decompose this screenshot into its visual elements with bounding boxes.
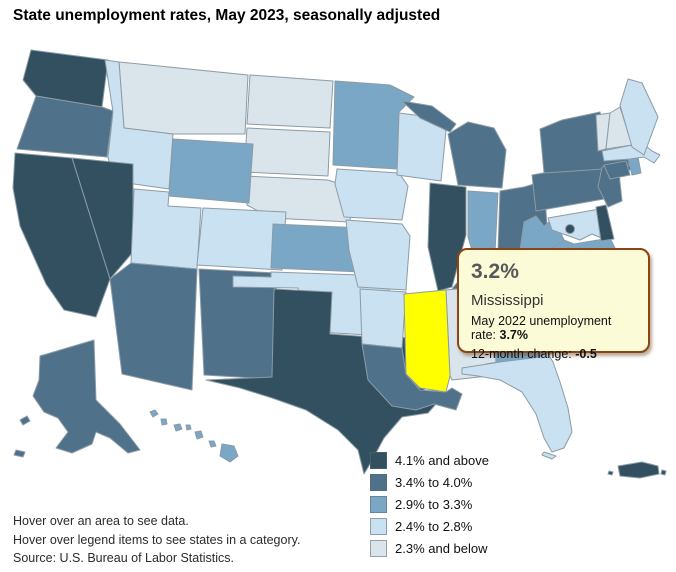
legend-item-1[interactable]: 3.4% to 4.0% [370, 471, 489, 493]
state-maine[interactable] [619, 78, 659, 156]
state-delaware[interactable] [595, 204, 615, 242]
legend: 4.1% and above 3.4% to 4.0% 2.9% to 3.3% 2.… [370, 449, 489, 559]
legend-label: 4.1% and above [395, 452, 489, 468]
footer-source: Source: U.S. Bureau of Labor Statistics. [13, 551, 234, 565]
legend-item-4[interactable]: 2.3% and below [370, 537, 489, 559]
tooltip-change: 12-month change: -0.5 [471, 347, 636, 361]
state-missouri[interactable] [345, 219, 411, 291]
page-title: State unemployment rates, May 2023, seas… [13, 7, 441, 24]
state-rhode-island[interactable] [627, 156, 642, 176]
state-mississippi[interactable] [403, 289, 451, 393]
state-illinois[interactable] [427, 182, 467, 292]
tooltip-prev-value: 3.7% [499, 328, 529, 342]
state-alaska[interactable] [13, 339, 141, 458]
state-north-dakota[interactable] [246, 74, 334, 129]
state-washington[interactable] [22, 49, 109, 108]
state-wyoming[interactable] [168, 138, 254, 204]
state-arkansas[interactable] [359, 288, 407, 349]
tooltip-change-label: 12-month change: [471, 347, 576, 361]
tooltip-state-name: Mississippi [471, 292, 544, 309]
legend-swatch [370, 495, 387, 513]
state-oregon[interactable] [16, 95, 114, 158]
footer-hint-area: Hover over an area to see data. [13, 514, 189, 528]
state-montana[interactable] [118, 61, 249, 135]
legend-label: 2.9% to 3.3% [395, 496, 473, 512]
state-arizona[interactable] [109, 262, 198, 391]
legend-item-0[interactable]: 4.1% and above [370, 449, 489, 471]
state-puerto-rico[interactable] [607, 461, 667, 479]
footer-hint-legend: Hover over legend items to see states in… [13, 532, 301, 547]
state-hawaii[interactable] [149, 409, 239, 463]
tooltip-change-value: -0.5 [575, 347, 597, 361]
state-florida[interactable] [461, 351, 573, 460]
tooltip-prev-label: May 2022 unemployment rate: [471, 314, 612, 342]
tooltip-prev-rate: May 2022 unemployment rate: 3.7% [471, 314, 636, 342]
state-district-of-columbia[interactable] [565, 224, 575, 234]
legend-swatch [370, 473, 387, 491]
state-colorado[interactable] [196, 207, 287, 271]
tooltip: 3.2% Mississippi May 2022 unemployment r… [457, 248, 650, 361]
legend-item-2[interactable]: 2.9% to 3.3% [370, 493, 489, 515]
legend-label: 2.4% to 2.8% [395, 518, 473, 534]
footer: Hover over an area to see data. Hover ov… [13, 512, 300, 568]
legend-label: 3.4% to 4.0% [395, 474, 473, 490]
state-connecticut[interactable] [603, 160, 631, 180]
state-minnesota[interactable] [332, 80, 415, 170]
state-michigan[interactable] [401, 100, 507, 189]
legend-swatch [370, 517, 387, 535]
state-iowa[interactable] [334, 168, 409, 221]
legend-item-3[interactable]: 2.4% to 2.8% [370, 515, 489, 537]
state-california[interactable] [12, 152, 111, 318]
state-utah[interactable] [130, 188, 202, 270]
legend-swatch [370, 539, 387, 557]
tooltip-rate: 3.2% [471, 260, 519, 283]
legend-swatch [370, 451, 387, 469]
legend-label: 2.3% and below [395, 540, 488, 556]
state-south-dakota[interactable] [243, 127, 331, 177]
